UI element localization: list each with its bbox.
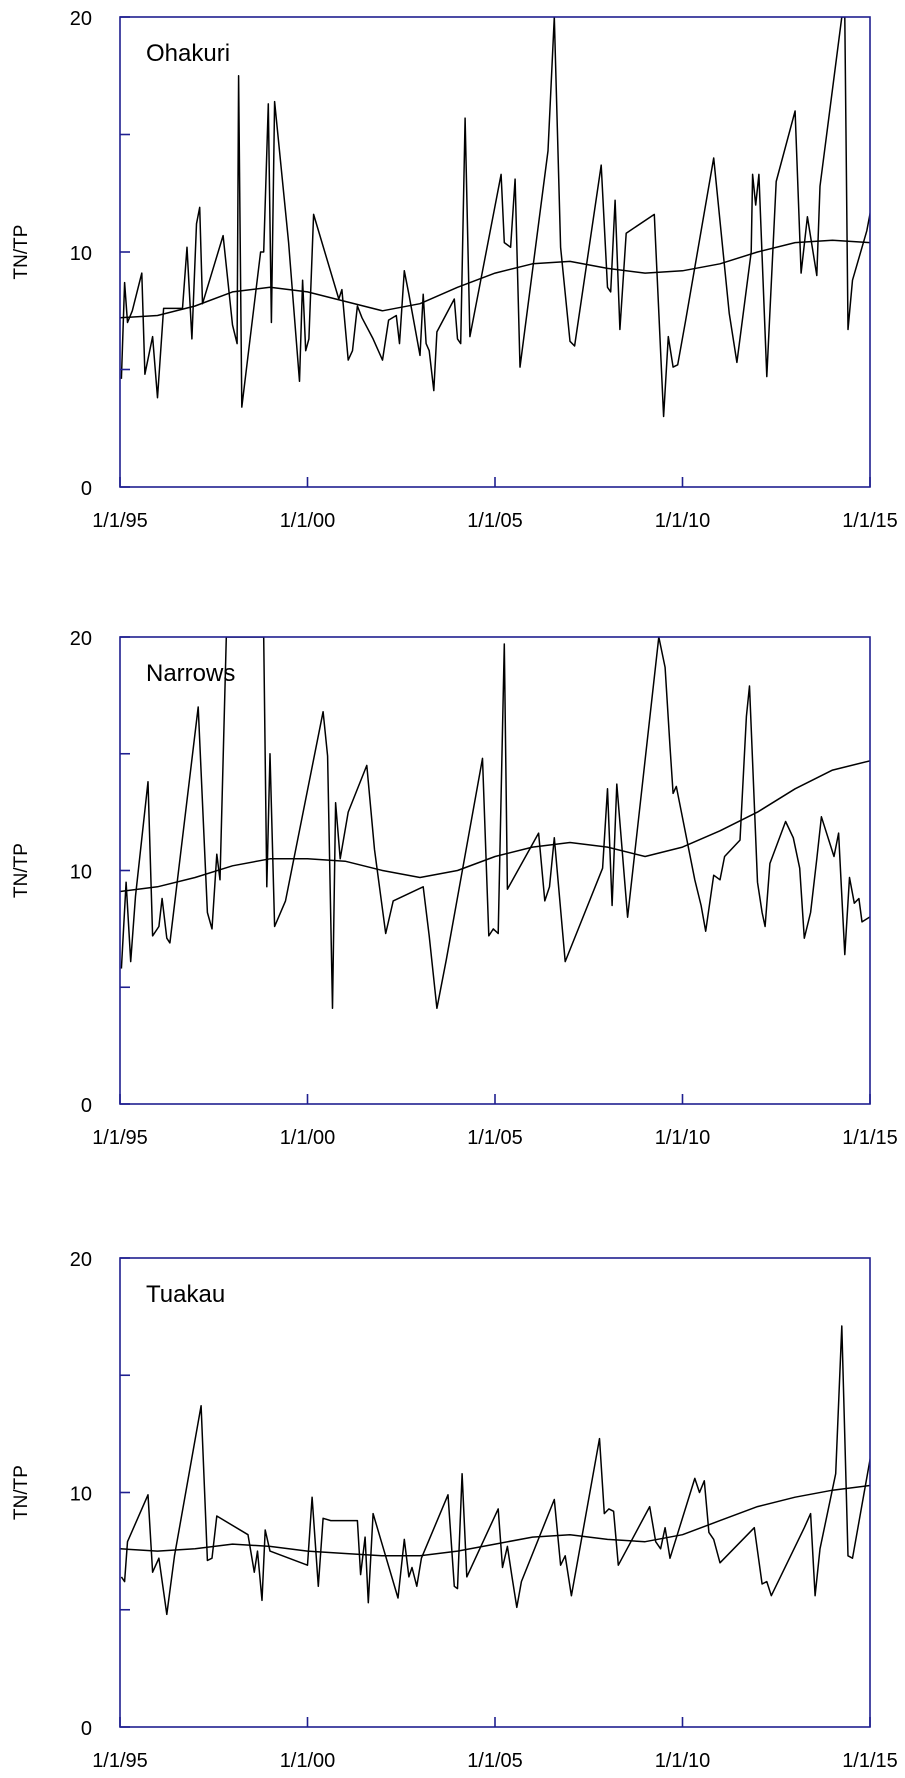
y-tick-label: 10 (70, 1484, 92, 1506)
x-tick-label: 1/1/15 (842, 1127, 898, 1149)
y-tick-label: 0 (81, 1095, 92, 1117)
x-tick-label: 1/1/95 (92, 1127, 148, 1149)
y-tick-label: 20 (70, 8, 92, 30)
x-tick-label: 1/1/05 (467, 1127, 523, 1149)
raw-data-line (120, 17, 870, 418)
y-axis-label: TN/TP (11, 1465, 32, 1520)
y-tick-label: 10 (70, 862, 92, 884)
x-tick-label: 1/1/05 (467, 510, 523, 532)
x-tick-label: 1/1/05 (467, 1750, 523, 1772)
x-tick-label: 1/1/15 (842, 1750, 898, 1772)
narrows-title: Narrows (146, 660, 235, 687)
raw-data-line (120, 637, 870, 1010)
x-tick-label: 1/1/00 (280, 1127, 336, 1149)
x-tick-label: 1/1/00 (280, 510, 336, 532)
y-tick-label: 20 (70, 1249, 92, 1271)
trend-line (120, 1484, 870, 1557)
y-tick-label: 10 (70, 243, 92, 265)
x-tick-label: 1/1/95 (92, 510, 148, 532)
trend-line (120, 760, 870, 893)
trend-line (120, 239, 870, 319)
y-axis-label: TN/TP (11, 843, 32, 898)
x-tick-label: 1/1/00 (280, 1750, 336, 1772)
narrows-panel: 0 10 20 1/1/95 1/1/00 1/1/05 1/1/10 1/1/15 TN/TP… (11, 628, 898, 1149)
y-tick-label: 0 (81, 478, 92, 500)
tuakau-title: Tuakau (146, 1281, 225, 1308)
x-tick-label: 1/1/10 (655, 510, 711, 532)
raw-data-line (120, 1325, 870, 1616)
x-tick-label: 1/1/15 (842, 510, 898, 532)
y-tick-label: 20 (70, 628, 92, 650)
tuakau-panel: 0 10 20 1/1/95 1/1/00 1/1/05 1/1/10 1/1/15 TN/TP… (11, 1249, 898, 1772)
y-axis-label: TN/TP (11, 225, 32, 280)
x-tick-label: 1/1/10 (655, 1127, 711, 1149)
x-tick-label: 1/1/95 (92, 1750, 148, 1772)
plot-frame (119, 1257, 871, 1728)
x-tick-label: 1/1/10 (655, 1750, 711, 1772)
y-tick-label: 0 (81, 1718, 92, 1740)
ohakuri-title: Ohakuri (146, 40, 230, 67)
ohakuri-panel: 0 10 20 1/1/95 1/1/00 1/1/05 1/1/10 1/1/15 TN/TP… (11, 8, 898, 532)
